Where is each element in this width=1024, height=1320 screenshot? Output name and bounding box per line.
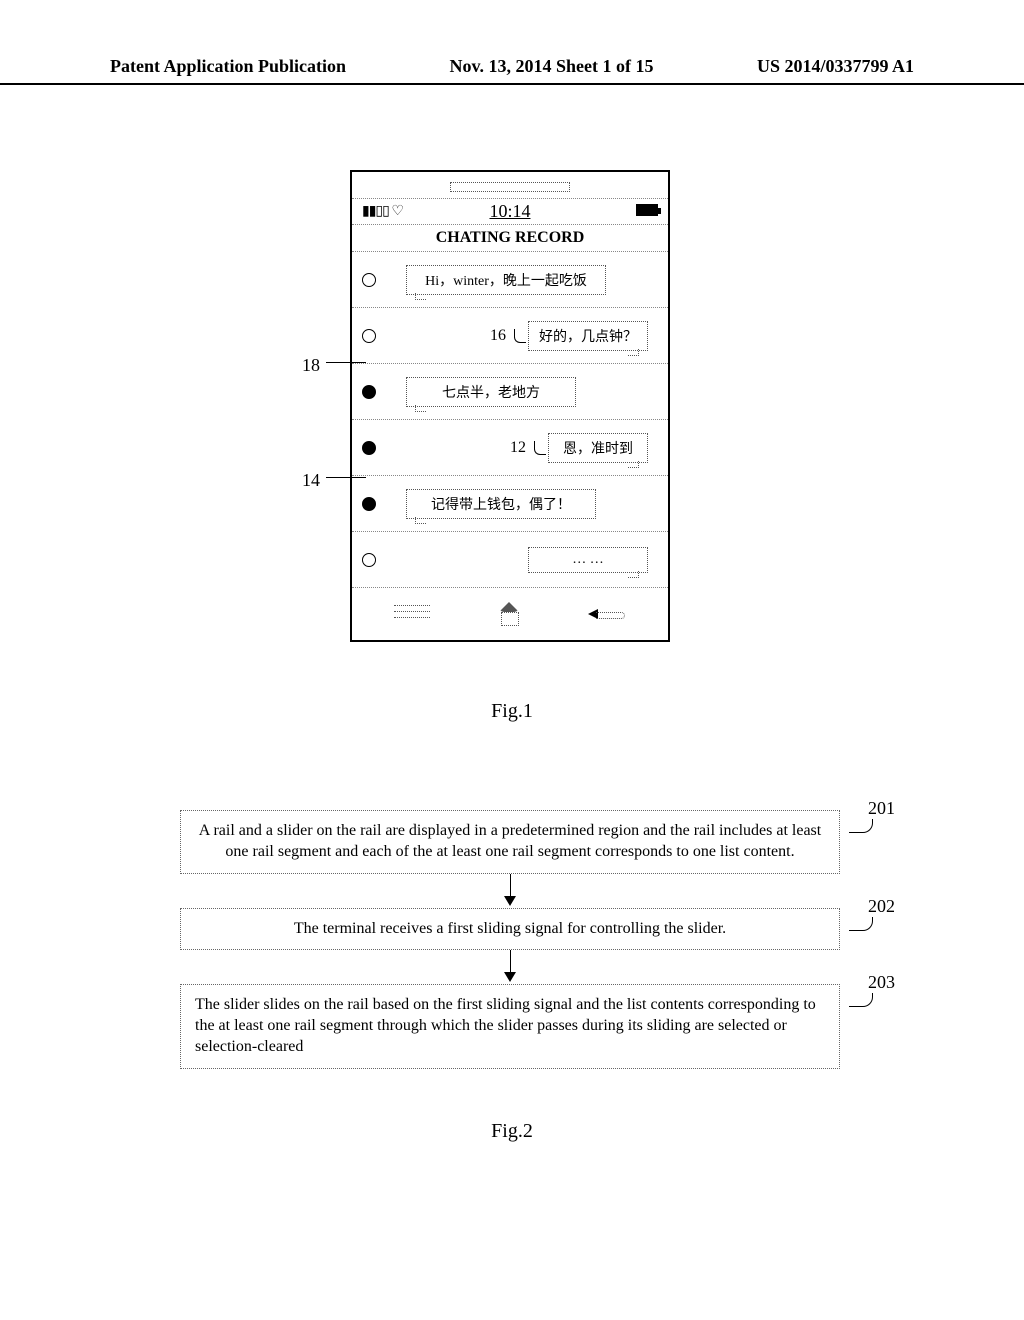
step-ref-leader [849, 993, 873, 1007]
selection-marker[interactable] [362, 441, 376, 455]
callout-leader [534, 441, 546, 455]
figure-1-caption: Fig.1 [0, 700, 1024, 723]
callout-14: 14 [302, 470, 320, 491]
step-ref-leader [849, 917, 873, 931]
status-bar: ▮▮▯▯ ♡ 10:14 [352, 198, 668, 225]
flow-step: The slider slides on the rail based on t… [180, 984, 840, 1068]
figure-2: A rail and a slider on the rail are disp… [180, 810, 840, 1069]
chat-row: … … [352, 532, 668, 588]
chat-row: Hi，winter，晚上一起吃饭 [352, 252, 668, 308]
battery-icon [636, 203, 658, 221]
selection-marker[interactable] [362, 385, 376, 399]
message-bubble: 七点半，老地方 [406, 377, 576, 407]
selection-marker[interactable] [362, 273, 376, 287]
flow-arrow-icon [180, 950, 840, 984]
callout-14-leader [326, 477, 366, 478]
nav-bar [352, 588, 668, 640]
figure-2-caption: Fig.2 [0, 1120, 1024, 1143]
figure-1: ▮▮▯▯ ♡ 10:14 CHATING RECORD Hi，winter，晚上… [350, 170, 670, 642]
selection-marker[interactable] [362, 497, 376, 511]
flow-arrow-icon [180, 874, 840, 908]
callout-16: 16 [490, 327, 506, 345]
callout-leader [514, 329, 526, 343]
step-ref-201: 201 [868, 797, 895, 820]
callout-18: 18 [302, 355, 320, 376]
chat-list: Hi，winter，晚上一起吃饭 16 好的，几点钟？ 七点半，老地方 12 恩，准时到记… [352, 252, 668, 588]
callout-12: 12 [510, 439, 526, 457]
page-header: Patent Application Publication Nov. 13, … [0, 56, 1024, 85]
back-icon[interactable] [588, 607, 626, 621]
step-ref-leader [849, 819, 873, 833]
chat-title: CHATING RECORD [352, 225, 668, 252]
message-bubble: … … [528, 547, 648, 573]
phone-speaker-icon [450, 182, 570, 192]
selection-marker[interactable] [362, 329, 376, 343]
message-bubble: Hi，winter，晚上一起吃饭 [406, 265, 606, 295]
selection-marker[interactable] [362, 553, 376, 567]
header-left: Patent Application Publication [110, 56, 346, 77]
chat-row: 16 好的，几点钟？ [352, 308, 668, 364]
phone-frame: ▮▮▯▯ ♡ 10:14 CHATING RECORD Hi，winter，晚上… [350, 170, 670, 642]
callout-18-leader [326, 362, 366, 363]
header-right: US 2014/0337799 A1 [757, 56, 914, 77]
chat-row: 记得带上钱包，偶了！ [352, 476, 668, 532]
message-bubble: 好的，几点钟？ [528, 321, 648, 351]
menu-icon[interactable] [394, 605, 430, 623]
flow-step: The terminal receives a first sliding si… [180, 908, 840, 951]
chat-row: 12 恩，准时到 [352, 420, 668, 476]
chat-row: 七点半，老地方 [352, 364, 668, 420]
status-time: 10:14 [489, 201, 530, 222]
step-ref-203: 203 [868, 971, 895, 994]
signal-icon: ▮▮▯▯ ♡ [362, 203, 403, 220]
header-center: Nov. 13, 2014 Sheet 1 of 15 [450, 56, 654, 77]
home-icon[interactable] [495, 602, 523, 626]
flow-step: A rail and a slider on the rail are disp… [180, 810, 840, 874]
message-bubble: 恩，准时到 [548, 433, 648, 463]
step-ref-202: 202 [868, 895, 895, 918]
message-bubble: 记得带上钱包，偶了！ [406, 489, 596, 519]
